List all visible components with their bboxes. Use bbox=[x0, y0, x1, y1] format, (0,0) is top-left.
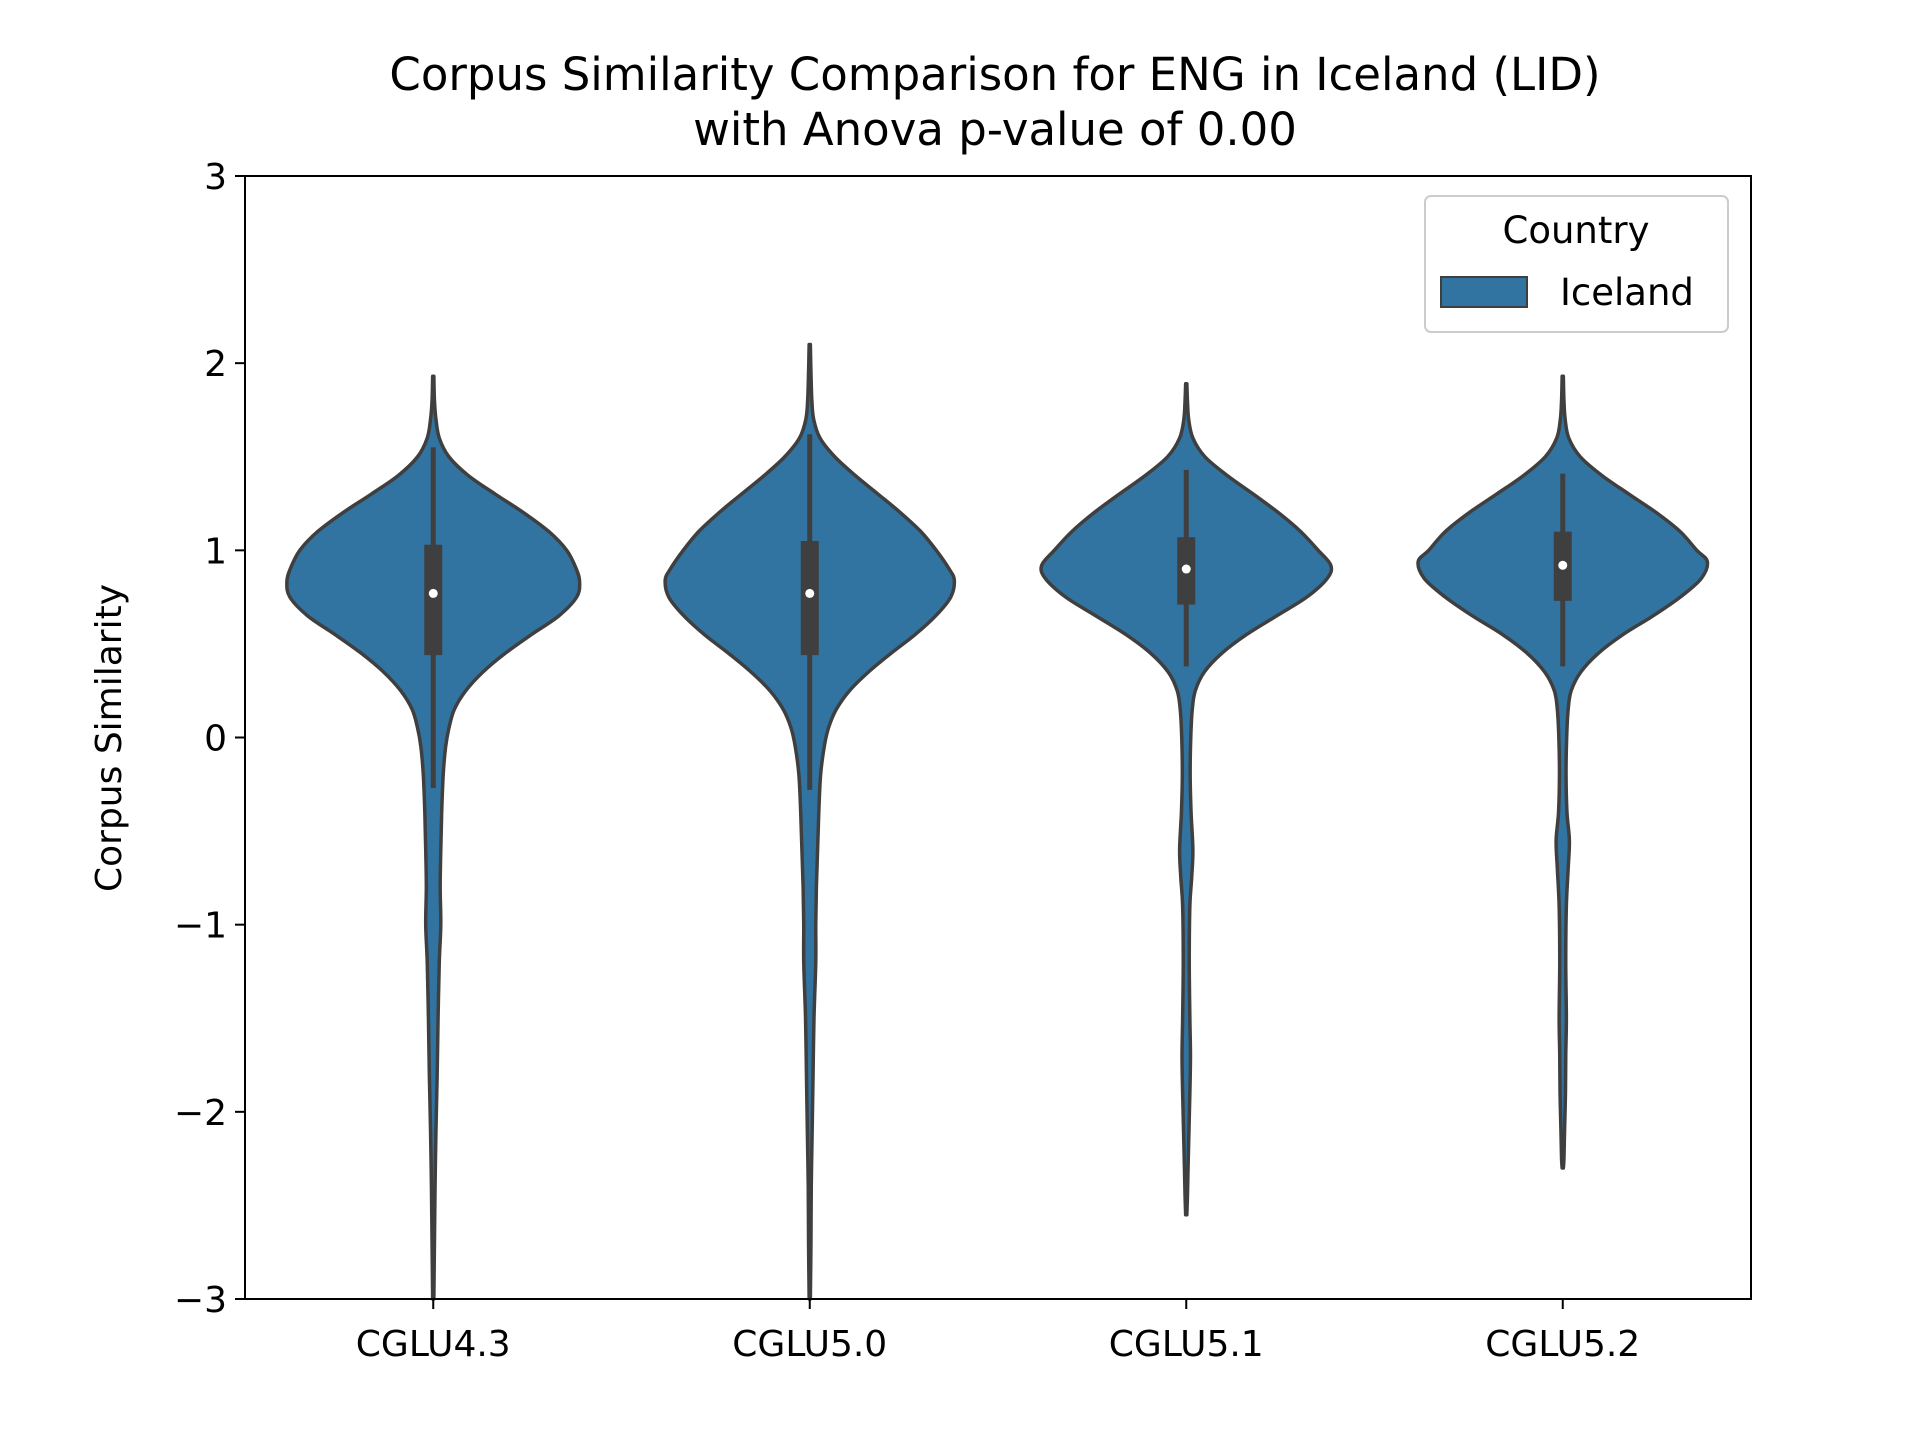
violin-iqr-box bbox=[424, 544, 443, 656]
violins-group bbox=[285, 342, 1710, 1301]
legend-title: Country bbox=[1503, 209, 1650, 252]
violin-median-point bbox=[428, 588, 438, 598]
violin-cglu5-2 bbox=[1416, 374, 1710, 1170]
y-tick-label: −2 bbox=[174, 1093, 227, 1134]
y-tick-label: 1 bbox=[204, 531, 227, 572]
violin-iqr-box bbox=[800, 540, 819, 656]
violin-body bbox=[1416, 374, 1710, 1170]
violin-median-point bbox=[1558, 560, 1568, 570]
x-tick-label: CGLU5.2 bbox=[1485, 1324, 1640, 1365]
y-tick-label: −1 bbox=[174, 906, 227, 947]
chart-title-line-2: with Anova p-value of 0.00 bbox=[693, 103, 1297, 156]
legend: Country Iceland bbox=[1424, 195, 1729, 333]
y-axis-ticks: 3 2 1 0 −1 −2 −3 bbox=[174, 157, 245, 1321]
y-tick-label: 3 bbox=[204, 157, 227, 198]
x-tick-label: CGLU5.1 bbox=[1109, 1324, 1264, 1365]
violin-median-point bbox=[1181, 564, 1191, 574]
x-tick-label: CGLU4.3 bbox=[356, 1324, 511, 1365]
plot-frame bbox=[244, 175, 1752, 1300]
x-tick-label: CGLU5.0 bbox=[732, 1324, 887, 1365]
y-axis-label: Corpus Similarity bbox=[89, 584, 130, 892]
legend-label-iceland: Iceland bbox=[1560, 271, 1694, 314]
y-tick-label: 2 bbox=[204, 344, 227, 385]
violin-cglu5-1 bbox=[1039, 382, 1334, 1217]
violin-median-point bbox=[805, 588, 815, 598]
chart-title-line-1: Corpus Similarity Comparison for ENG in … bbox=[389, 48, 1600, 101]
x-axis-ticks: CGLU4.3 CGLU5.0 CGLU5.1 CGLU5.2 bbox=[356, 1299, 1640, 1365]
y-tick-label: −3 bbox=[174, 1280, 227, 1321]
legend-swatch-iceland bbox=[1440, 276, 1528, 308]
y-tick-label: 0 bbox=[204, 719, 227, 760]
violin-body bbox=[1039, 382, 1334, 1217]
